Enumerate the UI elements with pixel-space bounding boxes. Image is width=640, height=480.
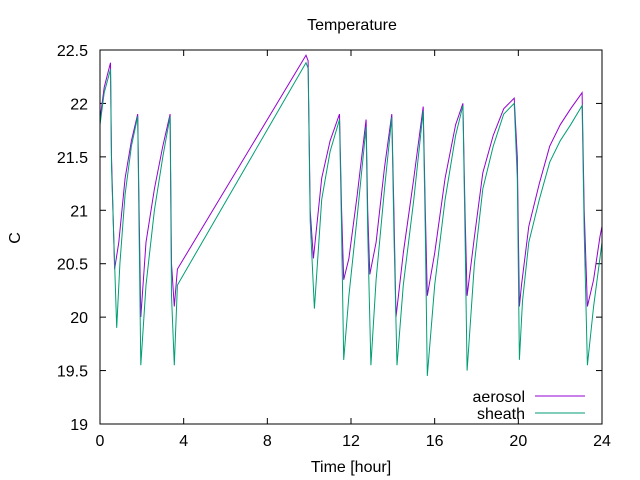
y-tick-label-3: 20.5	[57, 257, 88, 274]
x-tick-label-0: 0	[96, 433, 105, 450]
y-tick-label-7: 22.5	[57, 43, 88, 60]
legend-label-aerosol: aerosol	[473, 389, 525, 406]
y-tick-label-1: 19.5	[57, 364, 88, 381]
plot-series	[99, 54, 603, 376]
series-line-aerosol	[99, 54, 603, 318]
y-tick-label-0: 19	[70, 417, 88, 434]
x-tick-label-1: 4	[179, 433, 188, 450]
y-tick-label-5: 21.5	[57, 150, 88, 167]
x-tick-label-5: 20	[509, 433, 527, 450]
y-tick-label-2: 20	[70, 310, 88, 327]
chart-title: Temperature	[307, 17, 397, 34]
x-axis-label: Time [hour]	[311, 459, 391, 476]
y-tick-label-6: 22	[70, 96, 88, 113]
legend-label-sheath: sheath	[477, 406, 525, 423]
series-line-sheath	[99, 61, 603, 376]
x-tick-label-6: 24	[593, 433, 611, 450]
y-tick-label-4: 21	[70, 203, 88, 220]
y-axis-label: C	[7, 232, 24, 244]
plot-frame	[99, 49, 603, 425]
x-tick-label-2: 8	[263, 433, 272, 450]
x-tick-label-3: 12	[342, 433, 360, 450]
x-tick-label-4: 16	[426, 433, 444, 450]
